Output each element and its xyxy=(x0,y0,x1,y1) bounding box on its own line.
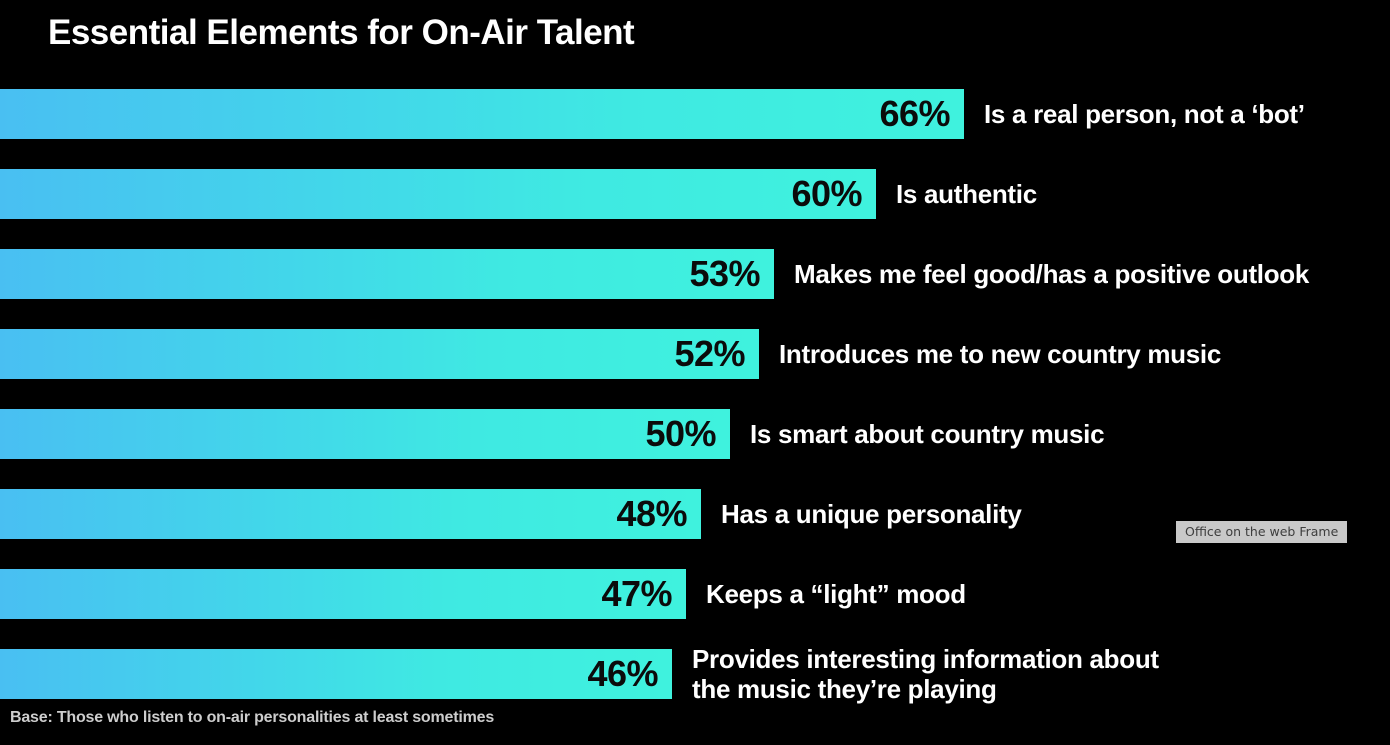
bar[interactable]: 52% xyxy=(0,329,759,379)
bar-category-label: Is smart about country music xyxy=(750,419,1105,449)
office-web-frame-tooltip: Office on the web Frame xyxy=(1176,521,1348,543)
bar-value-label: 53% xyxy=(689,253,760,294)
bar-row: 66% Is a real person, not a ‘bot’ xyxy=(0,89,1305,139)
bar-category-label: Is authentic xyxy=(896,179,1037,209)
bar-category-label: Provides interesting information about t… xyxy=(692,644,1159,704)
bar[interactable]: 47% xyxy=(0,569,686,619)
base-footnote: Base: Those who listen to on-air persona… xyxy=(10,709,495,726)
chart-title: Essential Elements for On-Air Talent xyxy=(48,13,635,52)
bar-row: 53% Makes me feel good/has a positive out… xyxy=(0,249,1309,299)
bar-value-label: 52% xyxy=(674,333,745,374)
bar-category-label: Makes me feel good/has a positive outloo… xyxy=(794,259,1310,289)
bar-category-label: Has a unique personality xyxy=(721,499,1022,529)
bar-row: 60% Is authentic xyxy=(0,169,1037,219)
bar[interactable]: 53% xyxy=(0,249,774,299)
bar[interactable]: 46% xyxy=(0,649,672,699)
bar-row: 48% Has a unique personality xyxy=(0,489,1022,539)
bar-value-label: 50% xyxy=(645,413,716,454)
bar-value-label: 66% xyxy=(879,93,950,134)
bar-value-label: 46% xyxy=(587,653,658,694)
bar-value-label: 48% xyxy=(616,493,687,534)
bar-category-label: Is a real person, not a ‘bot’ xyxy=(984,99,1305,129)
bar-row: 46% Provides interesting information abou… xyxy=(0,644,1159,704)
bar-row: 50% Is smart about country music xyxy=(0,409,1105,459)
bar-value-label: 60% xyxy=(791,173,862,214)
bar-row: 52% Introduces me to new country music xyxy=(0,329,1221,379)
bar[interactable]: 66% xyxy=(0,89,964,139)
bar[interactable]: 48% xyxy=(0,489,701,539)
bar[interactable]: 60% xyxy=(0,169,876,219)
bar-row: 47% Keeps a “light” mood xyxy=(0,569,966,619)
bar-value-label: 47% xyxy=(601,573,672,614)
bar-category-label: Keeps a “light” mood xyxy=(706,579,966,609)
bar-category-label: Introduces me to new country music xyxy=(779,339,1221,369)
bar[interactable]: 50% xyxy=(0,409,730,459)
